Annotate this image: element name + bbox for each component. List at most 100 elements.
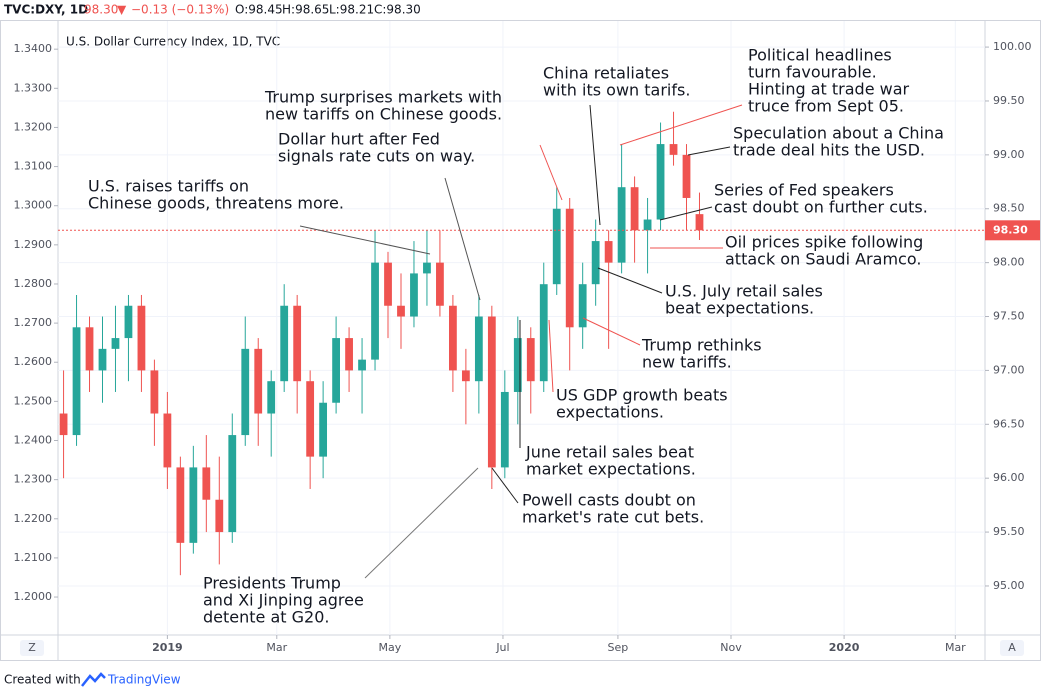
y-tick-label: 97.00 (993, 363, 1025, 376)
plot (58, 21, 985, 635)
annotation-text: market expectations. (526, 460, 696, 479)
candle-body (578, 284, 587, 328)
y2-tick-label: 1.2200 (14, 512, 53, 525)
scale-button[interactable] (1000, 640, 1024, 656)
annotation-text: beat expectations. (665, 299, 814, 318)
candle-body (487, 316, 496, 468)
annotation-text: Political headlines (748, 46, 892, 65)
annotation-text: China retaliates (543, 64, 669, 83)
candle-body (98, 348, 107, 371)
annotation-leader (444, 177, 481, 301)
annotation-text: U.S. raises tariffs on (88, 177, 249, 196)
scale-button-label[interactable]: Z (28, 641, 36, 654)
x-tick-label: 2020 (829, 641, 860, 654)
annotation-leader (619, 104, 743, 146)
candle-body (461, 370, 470, 382)
header: TVC:DXY, 1D 98.30 ▼ −0.13 (−0.13%) O:98.… (4, 3, 421, 17)
annotation-text: expectations. (556, 403, 664, 422)
annotation-leader (491, 467, 519, 504)
x-tick-label: May (378, 641, 401, 654)
last: 98.30 (84, 3, 118, 17)
annotation-leader (364, 467, 479, 579)
frame (0, 20, 1041, 661)
candle-body (513, 338, 522, 392)
y2-tick-label: 1.2400 (14, 434, 53, 447)
y-tick-label: 95.00 (993, 579, 1025, 592)
scale-button-label[interactable]: A (1008, 641, 1016, 654)
annotation-leader (548, 319, 554, 393)
open: O:98.45 (235, 3, 283, 17)
annotation-leader (659, 206, 713, 221)
symbol: TVC:DXY, 1D (4, 3, 88, 17)
annotation-text: detente at G20. (203, 608, 329, 627)
candle-body (150, 370, 159, 414)
annotation-text: Trump surprises markets with (264, 88, 502, 107)
candle-body (423, 262, 431, 274)
annotation-text: Hinting at trade war (748, 80, 910, 99)
close: C:98.30 (374, 3, 421, 17)
candle-body (695, 214, 704, 231)
candle-body (59, 413, 68, 436)
annotation-text: Trump rethinks (641, 336, 762, 355)
y-tick-label: 95.50 (993, 525, 1025, 538)
annotation-text: Presidents Trump (203, 574, 341, 593)
x-tick-label: Sep (608, 641, 629, 654)
candle-body (397, 305, 405, 317)
x-tick-label: 2019 (152, 641, 183, 654)
annotation-leader (539, 144, 563, 201)
candle-body (410, 273, 418, 317)
y2-tick-label: 1.2500 (14, 394, 53, 407)
annotation-text: US GDP growth beats (556, 386, 728, 405)
candle-body (500, 391, 509, 468)
annotation-text: cast doubt on further cuts. (714, 198, 928, 217)
arrow: ▼ (117, 3, 127, 17)
candle-body (384, 262, 392, 306)
annotation-text: Chinese goods, threatens more. (88, 194, 344, 213)
annotation-text: Oil prices spike following (725, 233, 923, 252)
y2-tick-label: 1.2100 (14, 551, 53, 564)
y-tick-label: 99.50 (993, 94, 1025, 107)
candle-body (332, 338, 340, 403)
candle-body (474, 316, 483, 382)
x-tick-label: Nov (720, 641, 742, 654)
candle-body (617, 187, 626, 263)
high: H:98.65 (282, 3, 329, 17)
candle-body (267, 381, 276, 414)
candle-body (436, 262, 444, 306)
annotation-text: attack on Saudi Aramco. (725, 250, 921, 269)
annotation-leader (687, 146, 731, 156)
annotation-text: signals rate cuts on way. (278, 147, 475, 166)
candle-body (319, 402, 328, 457)
x-tick-label: Jul (495, 641, 509, 654)
y2-tick-label: 1.2300 (14, 473, 53, 486)
candle-body (111, 338, 120, 349)
candle-body (228, 435, 237, 533)
y-tick-label: 97.50 (993, 310, 1025, 323)
y2-tick-label: 1.3200 (14, 120, 53, 133)
candle-body (72, 327, 81, 436)
low: L:98.21 (329, 3, 374, 17)
annotation-text: market's rate cut bets. (522, 508, 704, 527)
candle-body (682, 154, 691, 198)
candle-body (669, 144, 678, 155)
y2-tick-label: 1.2600 (14, 355, 53, 368)
footer-prefix: Created with (4, 673, 81, 687)
change: −0.13 (−0.13%) (131, 3, 229, 17)
footer-brand[interactable]: TradingView (107, 673, 181, 687)
annotation-text: June retail sales beat (525, 443, 694, 462)
y2-tick-label: 1.2900 (14, 238, 53, 251)
annotation-text: Speculation about a China (733, 124, 944, 143)
y-tick-label: 98.00 (993, 256, 1025, 269)
scale-button[interactable] (20, 640, 44, 656)
candle-body (656, 144, 665, 220)
annotation-text: new tariffs. (642, 353, 732, 372)
candle-body (345, 338, 353, 371)
candle-body (215, 499, 224, 533)
candle-body (189, 467, 198, 543)
x-tick-label: Mar (266, 641, 287, 654)
candle-body (280, 305, 289, 382)
candle-body (85, 327, 94, 371)
y2-tick-label: 1.3100 (14, 160, 53, 173)
annotation-text: Series of Fed speakers (714, 181, 894, 200)
